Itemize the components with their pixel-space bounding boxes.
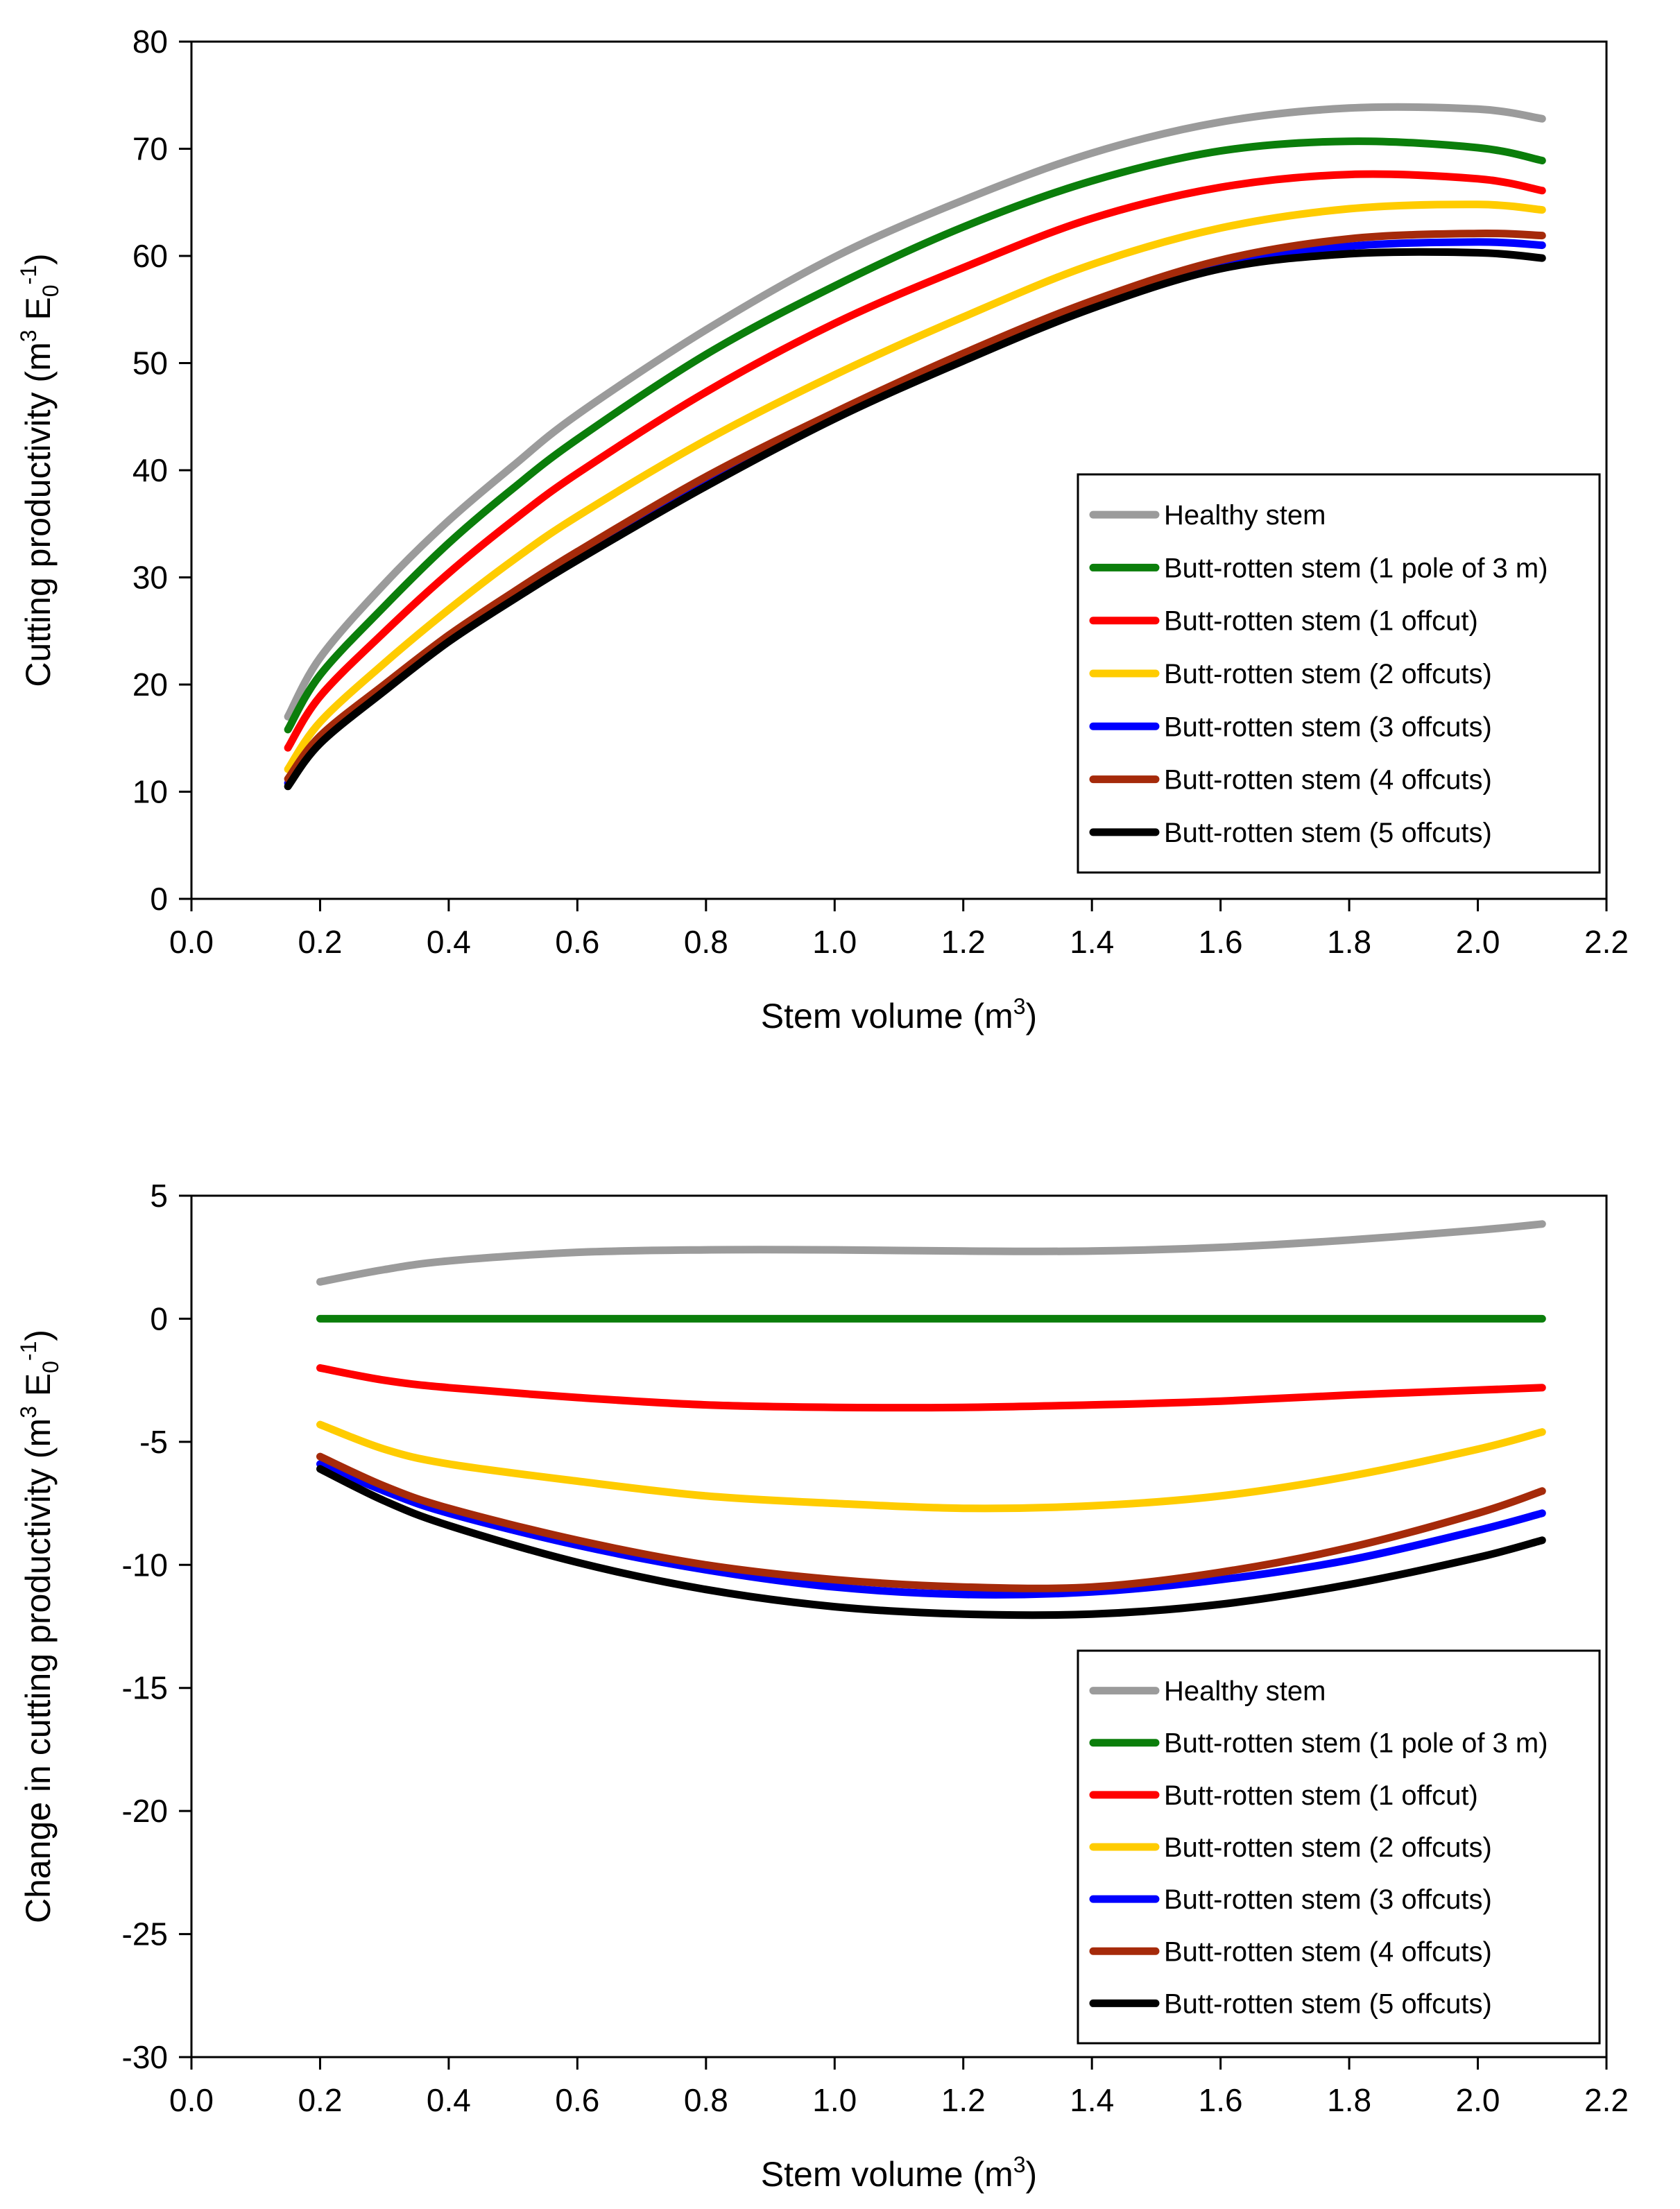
legend-label: Butt-rotten stem (5 offcuts) [1164,1988,1492,2019]
y-tick-label: 80 [132,24,168,60]
y-tick-label: 30 [132,560,168,596]
productivity-chart: 0.0 0.2 0.4 0.6 0.8 1.0 1.2 1.4 1.6 1.8 2.0 2.2 0 10 2… [16,24,1629,1035]
x-tick-label: 0.8 [684,924,728,960]
x-tick-label: 1.8 [1327,924,1371,960]
y-tick-label: 60 [132,238,168,274]
x-axis-title: Stem volume (m3) [761,994,1037,1035]
y-tick-label: 40 [132,452,168,488]
y-tick-label: 0 [150,881,168,917]
legend-label: Butt-rotten stem (5 offcuts) [1164,818,1492,848]
series-line-butt-rotten-stem-2-offcuts [316,1420,1546,1513]
legend-label: Butt-rotten stem (3 offcuts) [1164,712,1492,742]
x-tick-label: 0.6 [555,2082,599,2118]
x-tick-label: 1.0 [812,924,857,960]
plot-frame [190,1194,1608,2058]
legend-label: Butt-rotten stem (3 offcuts) [1164,1884,1492,1915]
x-tick-label: 0.0 [169,2082,214,2118]
x-tick-label: 0.0 [169,924,214,960]
y-tick-label: -15 [122,1670,168,1706]
y-tick-label: -10 [122,1547,168,1583]
y-tick-label: 20 [132,667,168,703]
x-tick-label: 1.6 [1199,924,1243,960]
legend-label: Butt-rotten stem (2 offcuts) [1164,1832,1492,1863]
series-line-butt-rotten-stem-4-offcuts [316,1452,1546,1592]
x-axis-title: Stem volume (m3) [761,2152,1037,2194]
y-tick-label: -30 [122,2039,168,2075]
y-tick-label: 5 [150,1178,168,1214]
legend-label: Butt-rotten stem (4 offcuts) [1164,765,1492,796]
y-tick-label: 0 [150,1300,168,1336]
series-line-butt-rotten-stem-1-offcut [284,170,1546,752]
legend-label: Butt-rotten stem (1 offcut) [1164,1780,1478,1811]
y-tick-label: 50 [132,345,168,381]
x-tick-label: 2.2 [1584,2082,1629,2118]
legend: Healthy stem Butt-rotten stem (1 pole of … [1077,1649,1601,2045]
x-tick-label: 0.2 [298,924,342,960]
x-tick-label: 1.4 [1070,2082,1114,2118]
y-tick-label: -20 [122,1793,168,1829]
series-line-healthy-stem [284,103,1546,721]
y-axis-title: Change in cutting productivity (m3 E0-1) [16,1330,63,1923]
x-tick-label: 1.2 [941,2082,986,2118]
x-tick-label: 2.0 [1456,924,1500,960]
x-tick-label: 2.0 [1456,2082,1500,2118]
y-tick-label: 70 [132,131,168,167]
x-tick-label: 1.0 [812,2082,857,2118]
x-tick-label: 0.6 [555,924,599,960]
x-tick-label: 0.2 [298,2082,342,2118]
legend-label: Butt-rotten stem (1 offcut) [1164,606,1478,637]
series-line-butt-rotten-stem-2-offcuts [284,200,1546,773]
legend-label: Healthy stem [1164,1676,1326,1707]
series-line-butt-rotten-stem-5-offcuts [284,248,1546,791]
x-tick-label: 0.4 [427,2082,471,2118]
y-tick-label: 10 [132,774,168,810]
series-line-butt-rotten-stem-3-offcuts [316,1460,1546,1599]
x-tick-label: 0.8 [684,2082,728,2118]
y-axis-title: Cutting productivity (m3 E0-1) [16,253,63,687]
legend: Healthy stem Butt-rotten stem (1 pole of … [1077,473,1601,874]
legend-label: Butt-rotten stem (1 pole of 3 m) [1164,1728,1548,1759]
series-line-butt-rotten-stem-5-offcuts [316,1465,1546,1619]
legend-box [1077,473,1601,874]
legend-label: Healthy stem [1164,500,1326,531]
change-in-productivity-chart: 0.0 0.2 0.4 0.6 0.8 1.0 1.2 1.4 1.6 1.8 2.0 2.2 -30 -… [16,1178,1629,2194]
x-tick-label: 2.2 [1584,924,1629,960]
legend-label: Butt-rotten stem (1 pole of 3 m) [1164,553,1548,583]
legend-label: Butt-rotten stem (2 offcuts) [1164,659,1492,689]
series-line-butt-rotten-stem-4-offcuts [284,229,1546,783]
x-tick-label: 1.2 [941,924,986,960]
x-tick-label: 0.4 [427,924,471,960]
series-line-butt-rotten-stem-1-pole-of-3-m [284,137,1546,734]
series-line-butt-rotten-stem-1-offcut [316,1364,1546,1412]
legend-box [1077,1649,1601,2045]
y-tick-label: -25 [122,1916,168,1952]
series-line-healthy-stem [316,1220,1546,1286]
x-tick-label: 1.4 [1070,924,1114,960]
y-tick-label: -5 [139,1424,168,1460]
x-tick-label: 1.8 [1327,2082,1371,2118]
legend-label: Butt-rotten stem (4 offcuts) [1164,1936,1492,1967]
x-tick-label: 1.6 [1199,2082,1243,2118]
